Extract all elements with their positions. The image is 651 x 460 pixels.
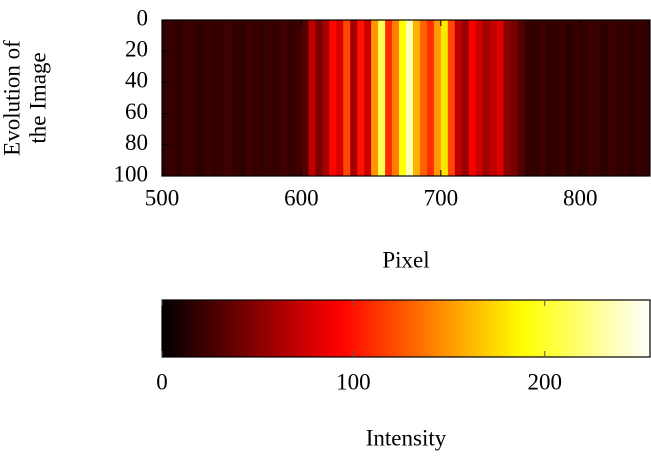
heat-cell bbox=[371, 20, 379, 176]
heat-cell bbox=[343, 20, 351, 176]
heat-cell bbox=[238, 20, 247, 176]
heat-cell bbox=[378, 20, 386, 176]
colorbar-label: Intensity bbox=[366, 425, 447, 450]
heat-cell bbox=[322, 20, 330, 176]
colorbar bbox=[161, 299, 651, 358]
heat-cell bbox=[489, 20, 498, 176]
heat-cell bbox=[336, 20, 344, 176]
heat-cell bbox=[245, 20, 254, 176]
heat-cell bbox=[545, 20, 553, 176]
x-tick-label: 800 bbox=[563, 185, 598, 210]
heat-cell bbox=[315, 20, 323, 176]
heat-cell bbox=[573, 20, 581, 176]
heat-cell bbox=[210, 20, 219, 176]
heat-cell bbox=[308, 20, 316, 176]
heat-cell bbox=[364, 20, 372, 176]
heat-cell bbox=[482, 20, 491, 176]
heat-cell bbox=[503, 20, 511, 176]
colorbar-tick-label: 100 bbox=[336, 369, 371, 394]
heat-cell bbox=[196, 20, 205, 176]
y-tick-label: 20 bbox=[125, 36, 148, 61]
heat-cell bbox=[517, 20, 525, 176]
heat-cell bbox=[440, 20, 449, 176]
heat-cell bbox=[468, 20, 477, 176]
heat-cell bbox=[273, 20, 281, 176]
y-tick-label: 0 bbox=[137, 5, 149, 30]
heat-cell bbox=[496, 20, 504, 176]
heat-cell bbox=[168, 20, 177, 176]
heat-cell bbox=[559, 20, 567, 176]
heat-cell bbox=[357, 20, 365, 176]
heat-cell bbox=[294, 20, 302, 176]
heat-cell bbox=[587, 20, 595, 176]
heat-cell bbox=[392, 20, 400, 176]
heat-cell bbox=[475, 20, 484, 176]
heat-cell bbox=[217, 20, 226, 176]
heat-cell bbox=[259, 20, 267, 176]
heat-cell bbox=[636, 20, 644, 176]
heat-cell bbox=[287, 20, 295, 176]
heat-cell bbox=[601, 20, 609, 176]
heat-cell bbox=[608, 20, 616, 176]
heat-cell bbox=[594, 20, 602, 176]
colorbar-tick-label: 200 bbox=[527, 369, 562, 394]
heat-cell bbox=[629, 20, 637, 176]
heat-cell bbox=[203, 20, 212, 176]
heat-cell bbox=[406, 20, 414, 176]
heat-cell bbox=[252, 20, 260, 176]
heat-cell bbox=[280, 20, 288, 176]
heat-cell bbox=[266, 20, 274, 176]
x-tick-label: 500 bbox=[145, 185, 180, 210]
heat-cell bbox=[531, 20, 539, 176]
heat-cell bbox=[580, 20, 588, 176]
y-tick-label: 40 bbox=[125, 68, 148, 93]
heat-cell bbox=[552, 20, 560, 176]
heat-cell bbox=[510, 20, 518, 176]
heat-cell bbox=[454, 20, 463, 176]
heat-cell bbox=[615, 20, 623, 176]
y-axis-label: the Image bbox=[25, 52, 50, 143]
x-axis-label: Pixel bbox=[382, 247, 429, 272]
y-tick-label: 80 bbox=[125, 130, 148, 155]
heat-cell bbox=[385, 20, 393, 176]
plot-frame bbox=[161, 19, 651, 177]
heat-cell bbox=[224, 20, 233, 176]
heat-cell bbox=[231, 20, 240, 176]
heat-cell bbox=[538, 20, 546, 176]
heat-cell bbox=[329, 20, 337, 176]
heat-cell bbox=[566, 20, 574, 176]
heat-cell bbox=[524, 20, 532, 176]
heat-cell bbox=[175, 20, 184, 176]
y-tick-label: 60 bbox=[125, 99, 148, 124]
heat-cell bbox=[426, 20, 435, 176]
heat-cell bbox=[162, 20, 170, 176]
heat-cell bbox=[189, 20, 198, 176]
heat-cell bbox=[643, 20, 651, 176]
heat-cell bbox=[399, 20, 407, 176]
heat-cell bbox=[461, 20, 470, 176]
heat-cell bbox=[433, 20, 442, 176]
y-axis-label: Evolution of bbox=[0, 40, 24, 156]
y-tick-label: 100 bbox=[114, 161, 149, 186]
x-tick-label: 600 bbox=[284, 185, 319, 210]
heat-cell bbox=[622, 20, 630, 176]
heat-cell bbox=[412, 20, 421, 176]
heat-cell bbox=[301, 20, 309, 176]
colorbar-tick-label: 0 bbox=[156, 369, 168, 394]
heat-cell bbox=[350, 20, 358, 176]
heat-cell bbox=[419, 20, 428, 176]
x-tick-label: 700 bbox=[424, 185, 459, 210]
heat-cell bbox=[447, 20, 456, 176]
heat-cell bbox=[182, 20, 191, 176]
